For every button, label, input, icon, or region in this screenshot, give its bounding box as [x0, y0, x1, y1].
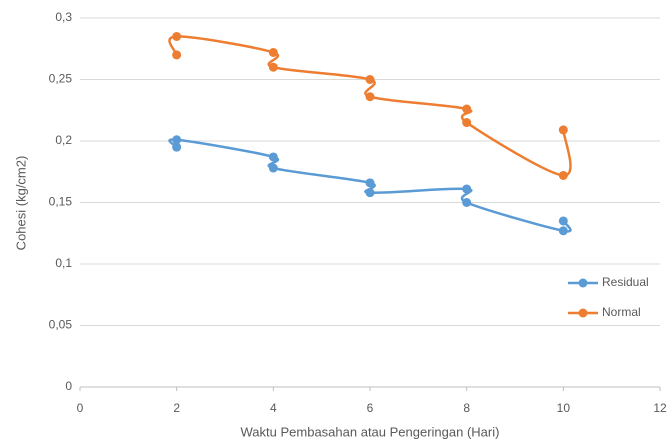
- data-point: [268, 152, 278, 162]
- data-point: [268, 47, 278, 57]
- x-tick-label: 12: [653, 401, 667, 415]
- data-point: [365, 188, 375, 198]
- data-point: [172, 142, 182, 152]
- data-point: [462, 198, 472, 207]
- y-tick-label: 0,05: [49, 318, 73, 332]
- y-tick-label: 0,15: [49, 195, 73, 209]
- data-point: [462, 104, 472, 114]
- data-point: [462, 184, 472, 194]
- data-point: [172, 50, 182, 60]
- y-axis-title: Cohesi (kg/cm2): [13, 156, 28, 251]
- data-point: [558, 216, 568, 226]
- y-tick-label: 0,1: [55, 256, 72, 270]
- data-point: [172, 135, 182, 145]
- y-tick-label: 0,2: [55, 133, 72, 147]
- data-point: [365, 75, 375, 84]
- data-point: [558, 125, 568, 135]
- data-point: [268, 62, 278, 72]
- legend-label: Normal: [602, 305, 641, 319]
- series-line: [168, 35, 572, 177]
- x-tick-label: 8: [463, 401, 470, 415]
- x-tick-label: 4: [270, 401, 277, 415]
- x-tick-label: 2: [173, 401, 180, 415]
- data-point: [268, 163, 278, 173]
- x-tick-label: 6: [367, 401, 374, 415]
- y-tick-label: 0,25: [49, 72, 73, 86]
- legend-label: Residual: [602, 275, 649, 289]
- data-point: [365, 178, 375, 188]
- data-point: [462, 118, 472, 128]
- data-point: [558, 170, 568, 180]
- legend-marker: [578, 278, 588, 288]
- x-axis-title: Waktu Pembasahan atau Pengeringan (Hari): [241, 424, 500, 439]
- x-tick-label: 0: [77, 401, 84, 415]
- y-tick-label: 0: [65, 379, 72, 393]
- x-tick-label: 10: [557, 401, 571, 415]
- legend-marker: [578, 308, 588, 318]
- y-tick-label: 0,3: [55, 10, 72, 24]
- data-point: [172, 31, 182, 41]
- data-point: [558, 226, 568, 236]
- data-point: [365, 92, 375, 102]
